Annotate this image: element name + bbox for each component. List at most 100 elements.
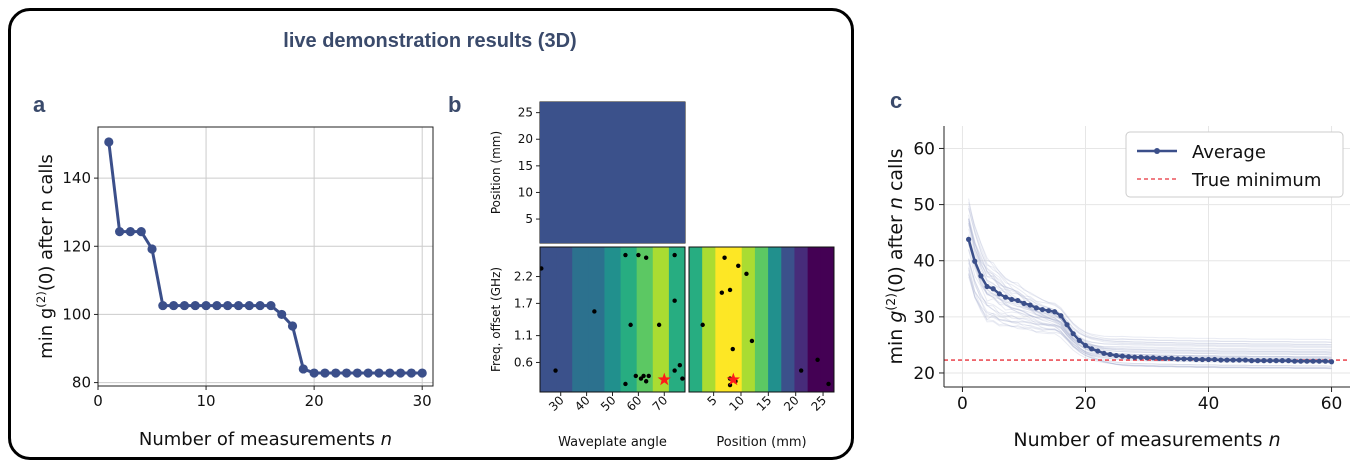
contour-band: [702, 247, 716, 392]
average-point: [978, 273, 984, 279]
data-point: [352, 368, 362, 378]
x-tick-label: 10: [726, 393, 747, 414]
average-point: [1132, 354, 1138, 360]
y-tick-label: 120: [62, 237, 91, 255]
average-point: [1082, 342, 1089, 349]
average-point: [1187, 356, 1193, 362]
y-tick-label: 50: [913, 196, 935, 216]
run-line: [968, 262, 1332, 348]
contour-level: [540, 102, 685, 243]
x-tick-label: 0: [957, 394, 968, 414]
best-point-star: [657, 372, 671, 386]
demo-results-frame: [8, 8, 854, 460]
data-point: [158, 300, 168, 311]
sample-point: [826, 381, 831, 387]
best-point-star: [726, 372, 740, 386]
contour-band: [540, 247, 557, 392]
legend-marker-average: [1154, 148, 1160, 154]
sample-point: [643, 255, 649, 260]
x-tick-label: 40: [1198, 394, 1220, 414]
average-point: [1119, 353, 1125, 359]
sample-point: [730, 346, 735, 352]
run-line: [968, 258, 1332, 358]
data-point: [341, 368, 352, 378]
run-line: [968, 269, 1332, 369]
sample-point: [700, 322, 705, 328]
data-point: [320, 368, 330, 378]
average-point: [1292, 358, 1298, 364]
average-point: [1052, 309, 1058, 315]
average-point: [1076, 337, 1082, 344]
average-point: [1181, 356, 1187, 362]
sample-point: [623, 381, 628, 387]
data-point: [374, 368, 384, 378]
average-point: [1169, 355, 1175, 361]
heatmap-b-left: [539, 246, 686, 393]
panel-label-a: a: [33, 92, 46, 117]
x-tick-label: 20: [781, 393, 802, 414]
sample-point: [623, 252, 628, 258]
average-point: [1193, 356, 1199, 363]
average-point: [1144, 355, 1150, 361]
run-line: [968, 208, 1332, 355]
average-point: [1205, 356, 1212, 363]
run-line: [968, 266, 1332, 353]
y-tick-label: 80: [72, 374, 91, 392]
plot-frame: [97, 126, 434, 387]
average-point: [1027, 302, 1033, 308]
data-point: [212, 300, 222, 311]
run-line: [968, 243, 1332, 369]
average-point: [1113, 352, 1119, 359]
run-line: [968, 261, 1332, 358]
average-point: [972, 258, 978, 264]
contour-band: [572, 247, 589, 392]
y-tick-label: 140: [62, 169, 91, 187]
average-point: [1224, 357, 1230, 363]
sample-point: [672, 252, 677, 258]
data-point: [417, 368, 427, 378]
average-point: [1248, 358, 1255, 364]
x-axis-label: Number of measurements n: [1013, 429, 1280, 451]
average-point: [1125, 354, 1132, 360]
average-point: [1298, 358, 1304, 364]
average-point: [1304, 358, 1310, 364]
x-tick-label: 50: [598, 393, 619, 414]
average-point: [1218, 357, 1224, 363]
average-point: [1156, 355, 1162, 361]
x-tick-label: 0: [93, 392, 103, 410]
y-tick-label: 25: [518, 106, 533, 120]
run-line: [968, 221, 1332, 367]
run-line: [968, 249, 1332, 352]
data-point: [223, 300, 233, 311]
run-line: [968, 244, 1332, 356]
sample-point: [722, 255, 727, 260]
sample-point: [719, 290, 725, 295]
average-point: [1255, 358, 1261, 364]
average-point: [1175, 356, 1181, 362]
run-line: [968, 258, 1332, 367]
sample-point: [677, 362, 683, 368]
contour-band: [604, 247, 622, 392]
average-point: [1002, 294, 1009, 300]
average-point: [1064, 322, 1070, 328]
average-point: [1273, 358, 1279, 364]
x-axis-label: Position (mm): [716, 435, 806, 450]
average-point: [1310, 358, 1316, 364]
x-axis-label: Waveplate angle: [558, 435, 667, 450]
contour-band: [781, 247, 795, 392]
data-point: [244, 300, 254, 311]
x-tick-label: 40: [572, 393, 593, 414]
average-point: [990, 286, 996, 292]
sample-point: [798, 368, 804, 373]
contour-band: [768, 247, 782, 392]
average-point: [1009, 296, 1015, 303]
average-point: [1101, 350, 1107, 356]
data-point: [331, 368, 341, 378]
data-point: [309, 368, 319, 378]
y-tick-label: 30: [913, 308, 935, 328]
run-line: [968, 218, 1332, 341]
data-point: [363, 368, 373, 378]
sample-point: [643, 379, 649, 384]
y-tick-label: 20: [518, 132, 533, 146]
run-line: [968, 205, 1332, 346]
